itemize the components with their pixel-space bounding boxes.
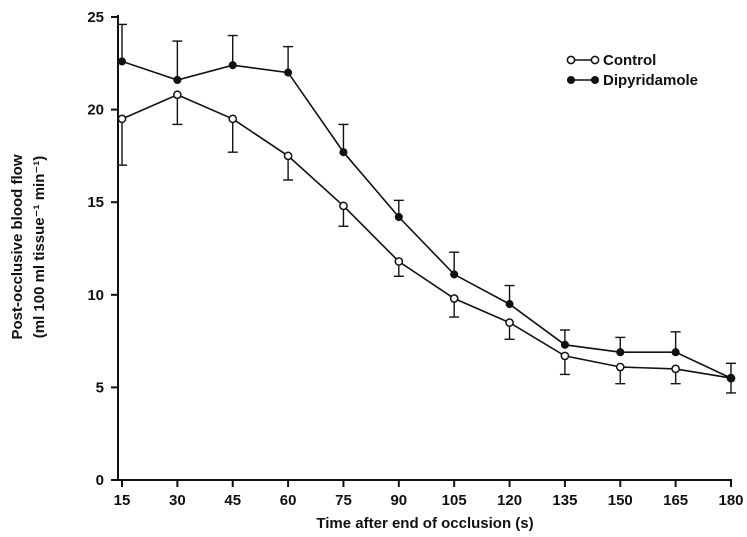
point-dipyridamole-45: [228, 61, 237, 70]
series-markers: [117, 57, 736, 383]
x-tick-label-60: 60: [280, 492, 297, 509]
legend: Control Dipyridamole: [566, 52, 698, 89]
x-tick-label-165: 165: [663, 492, 688, 509]
point-dipyridamole-180: [726, 374, 736, 383]
point-dipyridamole-165: [671, 348, 680, 357]
legend-marker-dipyridamole-1: [566, 75, 576, 85]
y-tick-label-0: 0: [96, 472, 104, 489]
y-axis-title-line1: Post-occlusive blood flow: [9, 154, 26, 339]
y-tick-label-20: 20: [87, 102, 104, 119]
point-control-15: [117, 114, 127, 124]
point-control-135: [560, 351, 570, 361]
y-axis-title-line2: (ml 100 ml tissue⁻¹ min⁻¹): [31, 156, 48, 339]
point-dipyridamole-30: [173, 75, 182, 85]
legend-label-dipyridamole: Dipyridamole: [603, 72, 698, 89]
x-tick-label-150: 150: [608, 492, 633, 509]
point-dipyridamole-120: [505, 300, 514, 309]
x-tick-label-180: 180: [718, 492, 743, 509]
point-dipyridamole-150: [616, 348, 625, 357]
point-dipyridamole-135: [560, 340, 569, 349]
point-dipyridamole-75: [339, 148, 348, 157]
y-axis-title: Post-occlusive blood flow (ml 100 ml tis…: [9, 154, 48, 339]
point-control-45: [228, 114, 238, 124]
x-tick-label-30: 30: [169, 492, 186, 509]
y-tick-label-10: 10: [87, 287, 104, 304]
point-control-90: [394, 257, 404, 266]
ticks: 0 5 10 15 20 25 15 30 45 60 75 90 105 120 135 150 165 180: [87, 9, 743, 509]
series-line-control: [121, 93, 732, 379]
point-control-165: [671, 364, 680, 374]
point-control-30: [173, 90, 182, 100]
legend-marker-dipyridamole-2: [590, 75, 600, 85]
point-dipyridamole-60: [284, 68, 293, 77]
series-lines: [121, 60, 732, 379]
y-tick-label-25: 25: [87, 9, 104, 26]
legend-marker-control-1: [566, 55, 576, 65]
x-tick-label-15: 15: [114, 492, 131, 509]
point-control-75: [339, 201, 348, 211]
point-dipyridamole-15: [117, 57, 127, 66]
legend-marker-control-2: [590, 55, 600, 65]
point-control-120: [505, 318, 514, 327]
legend-label-control: Control: [603, 52, 656, 69]
series-line-dipyridamole: [121, 60, 732, 379]
point-dipyridamole-90: [394, 212, 403, 222]
x-tick-label-75: 75: [335, 492, 352, 509]
point-control-150: [615, 362, 625, 372]
y-tick-label-15: 15: [87, 194, 104, 211]
x-axis-title: Time after end of occlusion (s): [316, 515, 533, 532]
axes: [117, 15, 732, 481]
x-tick-label-90: 90: [390, 492, 407, 509]
x-tick-label-105: 105: [442, 492, 467, 509]
point-control-60: [283, 151, 293, 161]
point-dipyridamole-105: [450, 270, 459, 279]
y-tick-label-5: 5: [96, 379, 104, 396]
x-tick-label-45: 45: [224, 492, 241, 509]
x-tick-label-120: 120: [497, 492, 522, 509]
x-tick-label-135: 135: [552, 492, 577, 509]
point-control-105: [449, 294, 459, 303]
